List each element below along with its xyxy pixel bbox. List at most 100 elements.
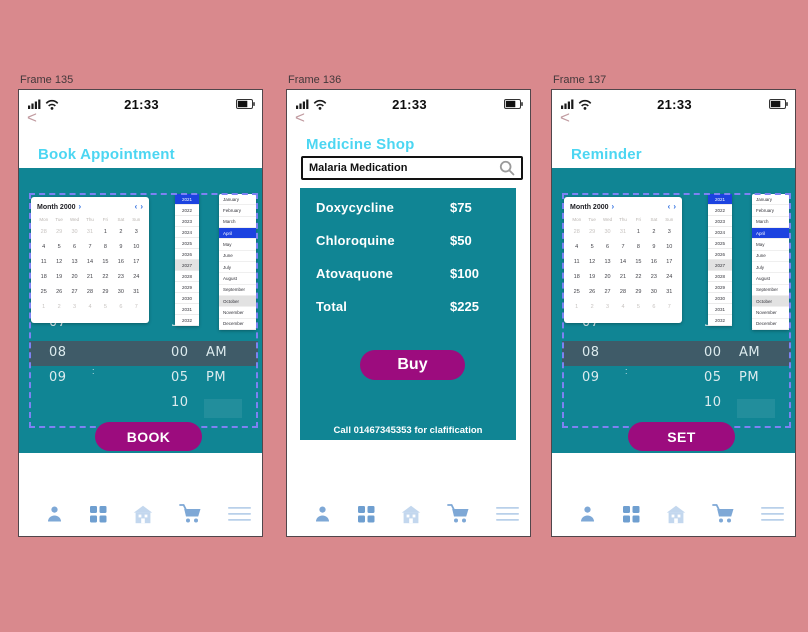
- calendar-day-cell[interactable]: 3: [73, 303, 77, 310]
- time-row[interactable]: 09 05 PM: [562, 366, 791, 391]
- calendar-day-cell[interactable]: 23: [117, 273, 124, 280]
- month-option[interactable]: November: [219, 307, 256, 319]
- year-option[interactable]: 2030: [708, 293, 732, 304]
- calendar-day-cell[interactable]: 2: [652, 228, 656, 235]
- calendar-day-cell[interactable]: 27: [71, 288, 78, 295]
- year-option[interactable]: 2023: [708, 216, 732, 227]
- calendar-day-cell[interactable]: 2: [590, 303, 594, 310]
- year-option[interactable]: 2027: [708, 260, 732, 271]
- year-option[interactable]: 2023: [175, 216, 199, 227]
- chevron-right-icon[interactable]: ›: [140, 202, 143, 211]
- month-option[interactable]: August: [752, 273, 789, 285]
- calendar-day-cell[interactable]: 27: [604, 288, 611, 295]
- calendar-day-cell[interactable]: 1: [636, 228, 640, 235]
- calendar-day-cell[interactable]: 12: [56, 258, 63, 265]
- apps-grid-icon[interactable]: [622, 505, 640, 523]
- search-icon[interactable]: [499, 160, 515, 176]
- calendar-day-cell[interactable]: 7: [621, 243, 625, 250]
- chevron-right-icon[interactable]: ›: [673, 202, 676, 211]
- apps-grid-icon[interactable]: [357, 505, 375, 523]
- calendar-day-cell[interactable]: 7: [667, 303, 671, 310]
- calendar-day-cell[interactable]: 2: [119, 228, 123, 235]
- calendar-day-cell[interactable]: 10: [666, 243, 673, 250]
- calendar-day-cell[interactable]: 17: [666, 258, 673, 265]
- month-option[interactable]: June: [752, 251, 789, 262]
- calendar-day-cell[interactable]: 31: [666, 288, 673, 295]
- calendar-day-cell[interactable]: 11: [40, 258, 47, 265]
- time-picker[interactable]: 07 55 08 00 AM 09 05 PM 10: [562, 322, 791, 422]
- month-option[interactable]: March: [219, 217, 256, 228]
- calendar-day-cell[interactable]: 15: [102, 258, 109, 265]
- buy-button[interactable]: Buy: [360, 350, 465, 380]
- menu-icon[interactable]: [761, 506, 784, 522]
- month-option[interactable]: May: [219, 239, 256, 251]
- time-row[interactable]: 07 55: [562, 322, 791, 341]
- calendar-day-cell[interactable]: 31: [86, 228, 94, 235]
- calendar-day-cell[interactable]: 6: [606, 243, 610, 250]
- calendar-day-cell[interactable]: 19: [56, 273, 63, 280]
- year-option[interactable]: 2026: [175, 249, 199, 260]
- calendar-day-cell[interactable]: 31: [133, 288, 140, 295]
- month-option[interactable]: June: [219, 251, 256, 262]
- month-option[interactable]: September: [752, 285, 789, 296]
- calendar-day-cell[interactable]: 8: [103, 243, 107, 250]
- chevron-right-icon[interactable]: ›: [78, 202, 82, 211]
- calendar-day-cell[interactable]: 4: [575, 243, 579, 250]
- calendar-day-cell[interactable]: 9: [652, 243, 656, 250]
- month-option[interactable]: November: [752, 307, 789, 319]
- chevron-right-icon[interactable]: ›: [611, 202, 615, 211]
- month-option[interactable]: October: [752, 295, 789, 308]
- month-option[interactable]: October: [219, 295, 256, 308]
- calendar-day-cell[interactable]: 29: [102, 288, 109, 295]
- cart-icon[interactable]: [712, 504, 735, 524]
- calendar-day-cell[interactable]: 30: [604, 228, 611, 235]
- back-button[interactable]: <: [27, 108, 37, 127]
- calendar-day-cell[interactable]: 29: [56, 228, 63, 235]
- set-button[interactable]: SET: [628, 422, 735, 451]
- calendar-day-cell[interactable]: 3: [606, 303, 610, 310]
- year-option[interactable]: 2026: [708, 249, 732, 260]
- chevron-left-icon[interactable]: ‹: [667, 202, 671, 211]
- year-option[interactable]: 2027: [175, 260, 199, 271]
- year-option[interactable]: 2028: [708, 271, 732, 282]
- profile-icon[interactable]: [46, 505, 63, 523]
- calendar-day-cell[interactable]: 28: [619, 288, 627, 295]
- calendar-day-cell[interactable]: 7: [134, 303, 138, 310]
- time-picker[interactable]: 07 55 08 00 AM 09 05 PM 10: [29, 322, 258, 422]
- calendar-day-cell[interactable]: 20: [71, 273, 78, 280]
- month-option[interactable]: July: [219, 262, 256, 274]
- year-option[interactable]: 2031: [175, 304, 199, 315]
- profile-icon[interactable]: [314, 505, 331, 523]
- chevron-left-icon[interactable]: ‹: [134, 202, 138, 211]
- year-option[interactable]: 2030: [175, 293, 199, 304]
- month-option[interactable]: January: [219, 194, 256, 206]
- back-button[interactable]: <: [295, 108, 305, 127]
- calendar-day-cell[interactable]: 21: [86, 273, 94, 280]
- calendar-day-cell[interactable]: 28: [40, 228, 47, 235]
- calendar-day-cell[interactable]: 25: [573, 288, 580, 295]
- home-icon[interactable]: [666, 505, 686, 524]
- calendar-day-cell[interactable]: 22: [102, 273, 109, 280]
- calendar-day-cell[interactable]: 4: [621, 303, 625, 310]
- calendar-day-cell[interactable]: 21: [619, 273, 627, 280]
- calendar-day-cell[interactable]: 16: [650, 258, 657, 265]
- month-option[interactable]: January: [752, 194, 789, 206]
- calendar-day-cell[interactable]: 30: [650, 288, 657, 295]
- calendar-day-cell[interactable]: 3: [667, 228, 671, 235]
- profile-icon[interactable]: [579, 505, 596, 523]
- apps-grid-icon[interactable]: [89, 505, 107, 523]
- year-option[interactable]: 2032: [175, 315, 199, 326]
- calendar-day-cell[interactable]: 26: [589, 288, 596, 295]
- calendar-day-cell[interactable]: 16: [117, 258, 124, 265]
- year-option[interactable]: 2024: [708, 227, 732, 238]
- calendar-day-cell[interactable]: 13: [71, 258, 78, 265]
- year-option[interactable]: 2022: [708, 205, 732, 216]
- calendar-day-cell[interactable]: 19: [589, 273, 596, 280]
- calendar-day-cell[interactable]: 12: [589, 258, 596, 265]
- menu-icon[interactable]: [496, 506, 519, 522]
- month-option[interactable]: April: [219, 227, 256, 240]
- time-row[interactable]: 10: [562, 391, 791, 416]
- calendar-day-cell[interactable]: 5: [636, 303, 640, 310]
- book-button[interactable]: BOOK: [95, 422, 202, 451]
- year-option[interactable]: 2031: [708, 304, 732, 315]
